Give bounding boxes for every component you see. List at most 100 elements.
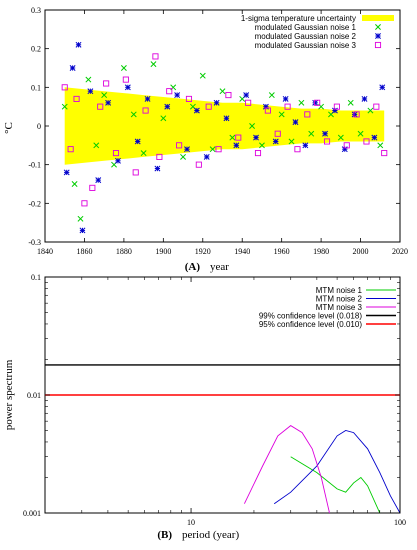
x-tick-label: 1880 [116, 247, 132, 256]
data-point-noise-3 [254, 150, 262, 157]
data-point-noise-3 [314, 99, 321, 106]
legend-label: 1-sigma temperature uncertainty [241, 14, 356, 23]
data-point-noise-2 [341, 146, 348, 153]
panel-a-legend: 1-sigma temperature uncertainty modulated… [241, 14, 394, 50]
data-point-noise-3 [132, 169, 139, 176]
panel-a: 1840 1860 1880 1900 1920 1940 1960 1980 2000 2020… [3, 6, 408, 273]
data-point-noise-2 [203, 153, 210, 160]
data-point-noise-3 [112, 150, 120, 157]
legend-label: 99% confidence level (0.018) [259, 312, 363, 321]
data-point-noise-2 [223, 115, 230, 122]
data-point-noise-2 [105, 99, 112, 106]
y-tick-label: 0.1 [31, 83, 41, 92]
data-point-noise-3 [205, 103, 212, 110]
panel-b: 10 100 0.001 0.01 0.1 power spectrum (B) pe… [3, 273, 406, 541]
y-tick-label: 0.001 [23, 509, 41, 518]
legend-label: MTM noise 2 [316, 295, 363, 304]
data-point-noise-3 [89, 184, 96, 191]
spectrum-line-2 [273, 430, 401, 514]
data-point-noise-3 [176, 142, 183, 149]
data-point-noise-2 [174, 92, 181, 99]
data-point-noise-2 [253, 134, 259, 141]
panel-a-caption-label: (A) [185, 261, 201, 273]
data-point-noise-2 [115, 157, 121, 164]
spectrum-lines [45, 364, 401, 514]
data-point-noise-2 [361, 95, 368, 102]
y-tick-label: 0.01 [27, 391, 41, 400]
data-point-noise-1 [258, 142, 265, 149]
x-tick-label: 1940 [234, 247, 250, 256]
data-point-noise-1 [268, 92, 275, 99]
data-point-noise-2 [379, 84, 386, 91]
legend-swatch [362, 15, 394, 21]
data-point-noise-1 [288, 138, 295, 145]
data-point-noise-1 [160, 115, 167, 122]
data-point-noise-1 [318, 103, 325, 110]
legend-label: modulated Gaussian noise 3 [255, 41, 357, 50]
x-tick-label: 1860 [76, 247, 92, 256]
data-point-noise-1 [377, 142, 384, 149]
data-point-noise-1 [308, 130, 315, 137]
x-tick-label: 10 [187, 518, 195, 527]
data-point-noise-1 [367, 107, 374, 114]
data-point-noise-3 [304, 111, 311, 118]
panel-b-x-ticks: 10 100 [44, 277, 406, 527]
x-tick-label: 100 [394, 518, 406, 527]
data-point-noise-2 [164, 103, 171, 110]
data-point-noise-2 [272, 138, 279, 145]
data-point-noise-3 [373, 103, 380, 110]
spectrum-line-3 [243, 425, 330, 514]
spectrum-line-1 [290, 456, 381, 514]
legend-marker [374, 41, 382, 49]
data-point-noise-3 [142, 107, 149, 114]
data-point-noise-2 [124, 84, 131, 91]
x-tick-label: 2000 [353, 247, 369, 256]
data-point-noise-3 [245, 99, 252, 106]
data-point-noise-2 [134, 138, 141, 145]
uncertainty-band [64, 87, 385, 165]
data-point-noise-2 [193, 107, 200, 114]
data-point-noise-3 [294, 146, 301, 153]
data-point-noise-2 [302, 142, 309, 149]
data-point-noise-3 [353, 111, 360, 118]
data-point-noise-2 [75, 41, 82, 48]
x-tick-label: 2020 [392, 247, 408, 256]
panel-b-caption-label: (B) [157, 529, 172, 541]
data-point-noise-3 [333, 103, 340, 110]
x-tick-label: 1840 [37, 247, 53, 256]
data-point-noise-2 [331, 107, 338, 114]
data-point-noise-1 [337, 134, 344, 141]
data-point-noise-2 [154, 165, 161, 172]
panel-a-y-ticks: -0.3 -0.2 -0.1 0 0.1 0.2 0.3 [28, 6, 400, 247]
y-tick-label: 0 [37, 122, 41, 131]
data-point-noise-1 [93, 142, 100, 149]
panel-a-x-axis-label: year [210, 261, 229, 273]
legend-label: MTM noise 1 [316, 286, 363, 295]
data-point-noise-1 [77, 215, 84, 222]
data-point-noise-2 [312, 99, 319, 106]
data-point-noise-3 [97, 103, 104, 110]
data-point-noise-2 [322, 130, 329, 137]
data-point-noise-1 [130, 111, 137, 118]
data-point-noise-3 [152, 53, 159, 60]
data-point-noise-3 [381, 150, 388, 157]
legend-label: MTM noise 3 [316, 303, 363, 312]
data-point-noise-3 [73, 95, 80, 102]
data-point-noise-2 [144, 95, 151, 102]
y-tick-label: -0.3 [28, 238, 41, 247]
uncertainty-band-area [64, 87, 385, 165]
data-point-noise-3 [195, 161, 202, 168]
data-point-noise-1 [278, 111, 285, 118]
data-point-noise-1 [140, 150, 147, 157]
data-point-noise-3 [215, 146, 222, 153]
data-point-noise-3 [323, 138, 331, 145]
data-point-noise-2 [262, 103, 269, 110]
data-point-noise-1 [101, 92, 108, 99]
data-point-noise-1 [170, 84, 177, 91]
panel-b-y-axis-label: power spectrum [3, 359, 15, 430]
data-point-noise-2 [69, 65, 76, 71]
data-point-noise-2 [351, 111, 358, 118]
legend-label: modulated Gaussian noise 2 [255, 32, 357, 41]
x-tick-label: 1960 [274, 247, 290, 256]
